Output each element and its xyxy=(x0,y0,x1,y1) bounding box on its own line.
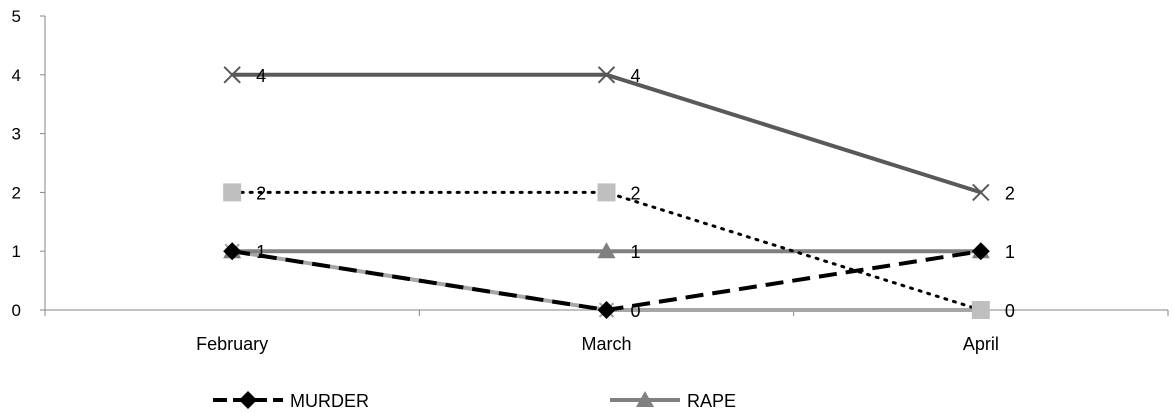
data-point xyxy=(223,242,242,261)
data-label: 2 xyxy=(1005,183,1015,203)
legend-label: RAPE xyxy=(687,391,736,411)
series-1 xyxy=(223,242,990,259)
data-label: 0 xyxy=(631,301,641,321)
y-tick-label: 3 xyxy=(12,125,21,144)
data-label: 2 xyxy=(631,183,641,203)
data-point xyxy=(597,183,616,202)
data-label: 0 xyxy=(1005,301,1015,321)
legend-item: RAPE xyxy=(610,391,736,411)
data-point xyxy=(971,301,990,319)
marker-stroke xyxy=(597,66,616,84)
y-tick-label: 5 xyxy=(12,7,21,26)
series-line xyxy=(232,72,982,195)
x-tick-label: February xyxy=(196,334,268,354)
y-tick-label: 4 xyxy=(12,66,21,85)
y-tick-label: 0 xyxy=(12,301,21,320)
legend-label: MURDER xyxy=(290,391,369,411)
data-point xyxy=(597,242,616,259)
data-label: 2 xyxy=(256,183,266,203)
legend-marker xyxy=(636,391,654,407)
data-label: 1 xyxy=(1005,242,1015,262)
x-tick-label: April xyxy=(963,334,999,354)
data-point xyxy=(971,242,990,261)
axes: 0 1 2 3 4 5 February March April xyxy=(12,7,1169,354)
legend-marker xyxy=(239,391,257,409)
data-point xyxy=(223,183,242,202)
legend: MURDER RAPE xyxy=(213,391,736,411)
data-point xyxy=(597,301,616,319)
data-label: 1 xyxy=(631,242,641,262)
series-line xyxy=(230,190,983,312)
x-tick-label: March xyxy=(581,334,631,354)
marker-stroke xyxy=(223,66,241,84)
data-label: 4 xyxy=(631,66,641,86)
marker-stroke xyxy=(972,183,990,202)
data-label: 4 xyxy=(256,66,266,86)
series-0 xyxy=(223,242,990,319)
y-tick-label: 2 xyxy=(12,183,21,202)
y-tick-label: 1 xyxy=(12,242,21,261)
data-point xyxy=(223,66,241,84)
series-3 xyxy=(223,66,990,202)
data-label: 1 xyxy=(256,242,266,262)
data-point xyxy=(597,66,616,84)
series-2 xyxy=(223,183,990,319)
data-point xyxy=(972,183,990,202)
legend-item: MURDER xyxy=(213,391,369,411)
